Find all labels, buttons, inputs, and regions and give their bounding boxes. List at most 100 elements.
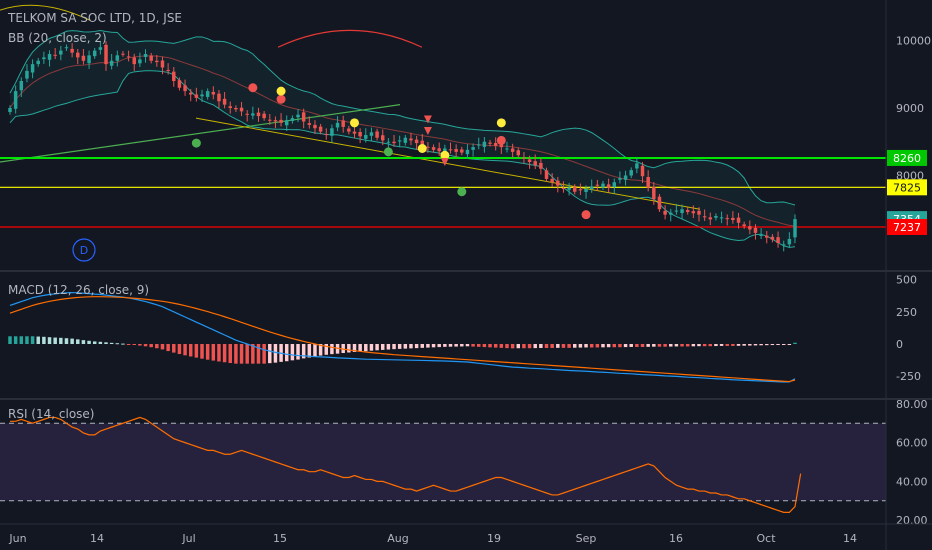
candle-body[interactable]	[657, 196, 662, 210]
candle-body[interactable]	[573, 186, 577, 192]
candle-body[interactable]	[460, 149, 464, 153]
candle-body[interactable]	[138, 59, 142, 64]
time-axis-tick-label[interactable]: 19	[487, 532, 501, 545]
candle-body[interactable]	[680, 209, 684, 214]
candle-body[interactable]	[307, 123, 312, 125]
signal-triangle-marker[interactable]	[423, 115, 432, 124]
candle-body[interactable]	[584, 189, 588, 192]
candle-body[interactable]	[731, 217, 735, 221]
time-axis-tick-label[interactable]: 14	[843, 532, 857, 545]
candle-body[interactable]	[691, 211, 696, 214]
dividend-badge-icon[interactable]	[72, 238, 96, 262]
candle-body[interactable]	[121, 53, 125, 55]
candle-body[interactable]	[561, 188, 566, 190]
candle-body[interactable]	[217, 93, 221, 102]
candle-body[interactable]	[544, 170, 549, 179]
candle-body[interactable]	[471, 147, 475, 150]
candle-body[interactable]	[364, 135, 368, 139]
candle-body[interactable]	[36, 60, 40, 65]
candle-body[interactable]	[205, 91, 210, 97]
candle-body[interactable]	[431, 147, 436, 150]
candle-body[interactable]	[770, 236, 775, 240]
price-axis-tick-label[interactable]: 9000	[896, 102, 924, 115]
candle-body[interactable]	[273, 120, 278, 122]
candle-body[interactable]	[251, 113, 255, 116]
price-level-badge[interactable]	[887, 219, 927, 236]
candle-body[interactable]	[635, 163, 639, 169]
candle-body[interactable]	[104, 44, 108, 65]
macd-indicator-label[interactable]: MACD (12, 26, close, 9)	[8, 283, 149, 297]
candle-body[interactable]	[499, 143, 504, 148]
candle-body[interactable]	[239, 107, 244, 112]
time-axis-tick-label[interactable]: Jun	[8, 532, 26, 545]
signal-dot-marker[interactable]	[191, 138, 201, 148]
arc-drawing[interactable]	[277, 29, 423, 48]
candle-body[interactable]	[313, 124, 317, 129]
candle-body[interactable]	[200, 94, 204, 97]
candle-body[interactable]	[132, 57, 136, 65]
candle-body[interactable]	[98, 47, 103, 50]
candle-body[interactable]	[516, 150, 521, 156]
candle-body[interactable]	[19, 81, 24, 91]
candle-body[interactable]	[25, 70, 29, 79]
candle-body[interactable]	[87, 55, 91, 64]
candle-body[interactable]	[70, 48, 74, 53]
time-axis-tick-label[interactable]: Aug	[387, 532, 408, 545]
candle-body[interactable]	[601, 183, 605, 188]
candle-body[interactable]	[753, 227, 758, 233]
candle-body[interactable]	[414, 139, 419, 144]
candle-body[interactable]	[301, 112, 306, 122]
candle-body[interactable]	[53, 54, 57, 56]
price-axis-tick-label[interactable]: 10000	[896, 35, 931, 48]
candle-body[interactable]	[347, 128, 351, 132]
rsi-axis-tick-label[interactable]: 20.00	[896, 514, 928, 527]
candle-body[interactable]	[352, 131, 357, 134]
candle-body[interactable]	[392, 141, 396, 144]
candle-body[interactable]	[652, 186, 656, 200]
candle-body[interactable]	[409, 138, 413, 141]
arc-drawing-yellow[interactable]	[0, 4, 91, 21]
candle-body[interactable]	[369, 132, 374, 136]
candle-body[interactable]	[708, 217, 713, 220]
macd-axis-tick-label[interactable]: 500	[896, 274, 917, 287]
candle-body[interactable]	[8, 108, 12, 113]
candle-body[interactable]	[420, 140, 425, 146]
candle-body[interactable]	[228, 106, 232, 108]
candle-body[interactable]	[510, 148, 515, 152]
candle-body[interactable]	[318, 126, 323, 132]
candle-body[interactable]	[539, 162, 543, 169]
candle-body[interactable]	[437, 148, 441, 152]
signal-triangle-marker[interactable]	[423, 126, 432, 135]
candle-body[interactable]	[736, 217, 741, 223]
candle-body[interactable]	[640, 165, 645, 177]
candle-body[interactable]	[279, 119, 283, 123]
candle-body[interactable]	[234, 108, 238, 110]
price-level-badge[interactable]	[887, 179, 927, 196]
candle-body[interactable]	[149, 55, 153, 61]
candle-body[interactable]	[629, 170, 633, 176]
candle-body[interactable]	[685, 210, 690, 212]
candle-body[interactable]	[578, 189, 583, 191]
candle-body[interactable]	[403, 137, 408, 143]
candle-body[interactable]	[284, 120, 289, 126]
trendline-green[interactable]	[0, 104, 401, 163]
candle-body[interactable]	[47, 54, 52, 60]
candle-body[interactable]	[488, 142, 492, 144]
candle-body[interactable]	[448, 149, 453, 151]
candle-body[interactable]	[81, 55, 86, 61]
candle-body[interactable]	[375, 131, 379, 138]
time-axis-tick-label[interactable]: Jul	[181, 532, 195, 545]
signal-dot-marker[interactable]	[248, 83, 258, 93]
macd-axis-tick-label[interactable]: 0	[896, 338, 903, 351]
candle-body[interactable]	[115, 55, 120, 61]
candle-body[interactable]	[719, 217, 724, 219]
candle-body[interactable]	[556, 180, 560, 186]
candle-body[interactable]	[64, 47, 69, 49]
price-axis-tick-label[interactable]: 8000	[896, 170, 924, 183]
candle-body[interactable]	[522, 157, 526, 159]
rsi-axis-tick-label[interactable]: 60.00	[896, 437, 928, 450]
signal-dot-marker[interactable]	[276, 94, 286, 104]
candle-body[interactable]	[702, 216, 707, 218]
candle-body[interactable]	[765, 235, 769, 238]
time-axis-tick-label[interactable]: Oct	[756, 532, 776, 545]
